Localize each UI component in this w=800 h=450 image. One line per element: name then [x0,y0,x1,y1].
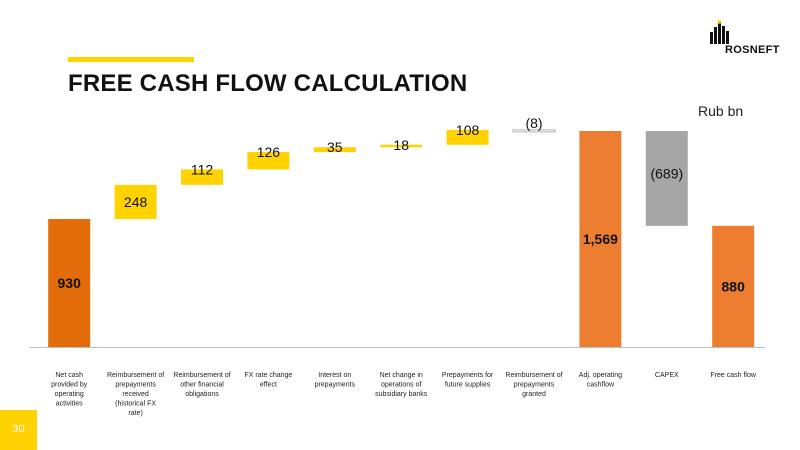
bar-1 [114,184,157,219]
category-label-9: CAPEX [655,372,679,379]
bar-10 [712,225,755,347]
data-label-6: 108 [456,122,480,138]
category-label-0: Net cash provided by operating activities [51,372,88,408]
data-label-2: 112 [191,161,214,177]
logo-mark-icon [710,20,729,44]
page-number-box [0,410,37,450]
category-label-4: Interest on prepayments [315,372,356,389]
bar-6 [446,129,489,145]
data-label-7: (8) [525,115,542,131]
category-label-2: Reimbursement of other financial obligatio… [173,372,230,398]
category-label-8: Adj. operating cashflow [579,372,622,389]
category-label-7: Reimbursement of prepayments granted [505,372,562,398]
data-label-0: 930 [58,275,82,291]
bar-7 [512,129,556,133]
data-label-3: 126 [257,144,281,160]
data-label-4: 35 [327,139,343,155]
page-title: FREE CASH FLOW CALCULATION [68,70,468,97]
data-label-5: 18 [393,137,409,153]
data-label-8: 1,569 [583,231,618,247]
page-number: 30 [12,423,25,435]
bar-4 [313,147,356,153]
bar-9 [645,131,688,226]
bar-0 [48,218,91,347]
category-label-6: Prepayments for future supplies [442,372,494,389]
company-logo: ROSNEFT [705,20,785,60]
title-accent-bar [68,57,194,62]
data-label-9: (689) [650,165,683,181]
bar-8 [579,131,622,347]
category-label-10: Free cash flow [710,372,756,379]
bar-3 [247,152,290,170]
category-label-1: Reimbursement of prepayments received (hist… [107,372,164,417]
data-label-10: 880 [722,278,746,294]
bar-5 [380,144,423,148]
bar-2 [181,169,223,185]
unit-label: Rub bn [698,103,744,119]
category-label-5: Net change in operations of subsidiary ban… [375,372,428,398]
category-label-3: FX rate change effect [244,372,292,389]
data-label-1: 248 [124,194,148,210]
logo-text: ROSNEFT [725,44,780,56]
